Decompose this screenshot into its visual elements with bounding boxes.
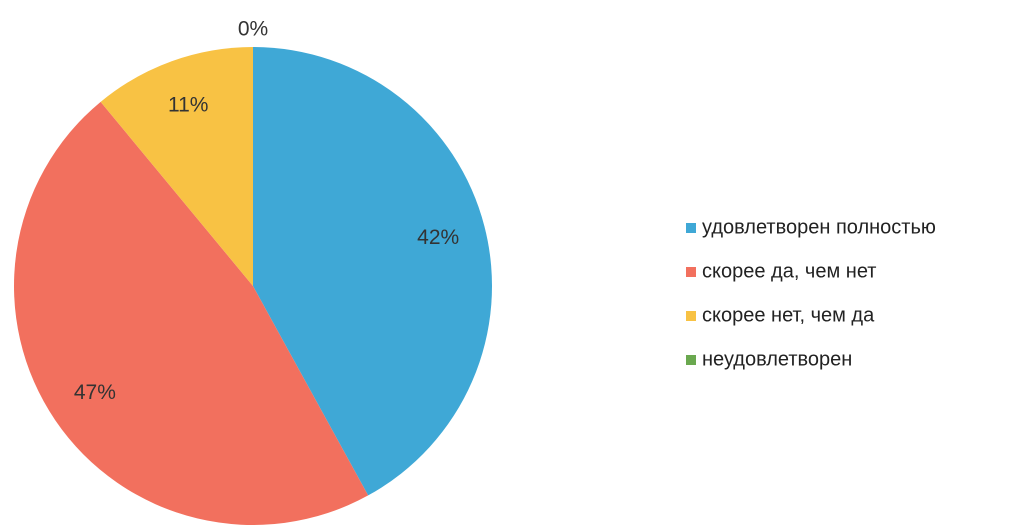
legend-swatch	[686, 223, 696, 233]
slice-label: 47%	[74, 381, 116, 404]
legend-swatch	[686, 311, 696, 321]
legend-label: неудовлетворен	[702, 348, 852, 370]
legend: удовлетворен полностью скорее да, чем нет…	[686, 216, 936, 370]
legend-swatch	[686, 267, 696, 277]
slice-label: 11%	[168, 94, 208, 117]
legend-label: удовлетворен полностью	[702, 216, 936, 238]
pie-slice	[14, 101, 369, 525]
legend-label: скорее да, чем нет	[702, 260, 876, 282]
legend-swatch	[686, 355, 696, 365]
slice-label: 0%	[238, 18, 268, 41]
legend-label: скорее нет, чем да	[702, 304, 875, 326]
slice-label: 42%	[417, 226, 459, 249]
pie: 42% 47% 11% 0%	[14, 18, 493, 525]
pie-slice	[253, 47, 493, 496]
pie-slice	[100, 46, 253, 286]
